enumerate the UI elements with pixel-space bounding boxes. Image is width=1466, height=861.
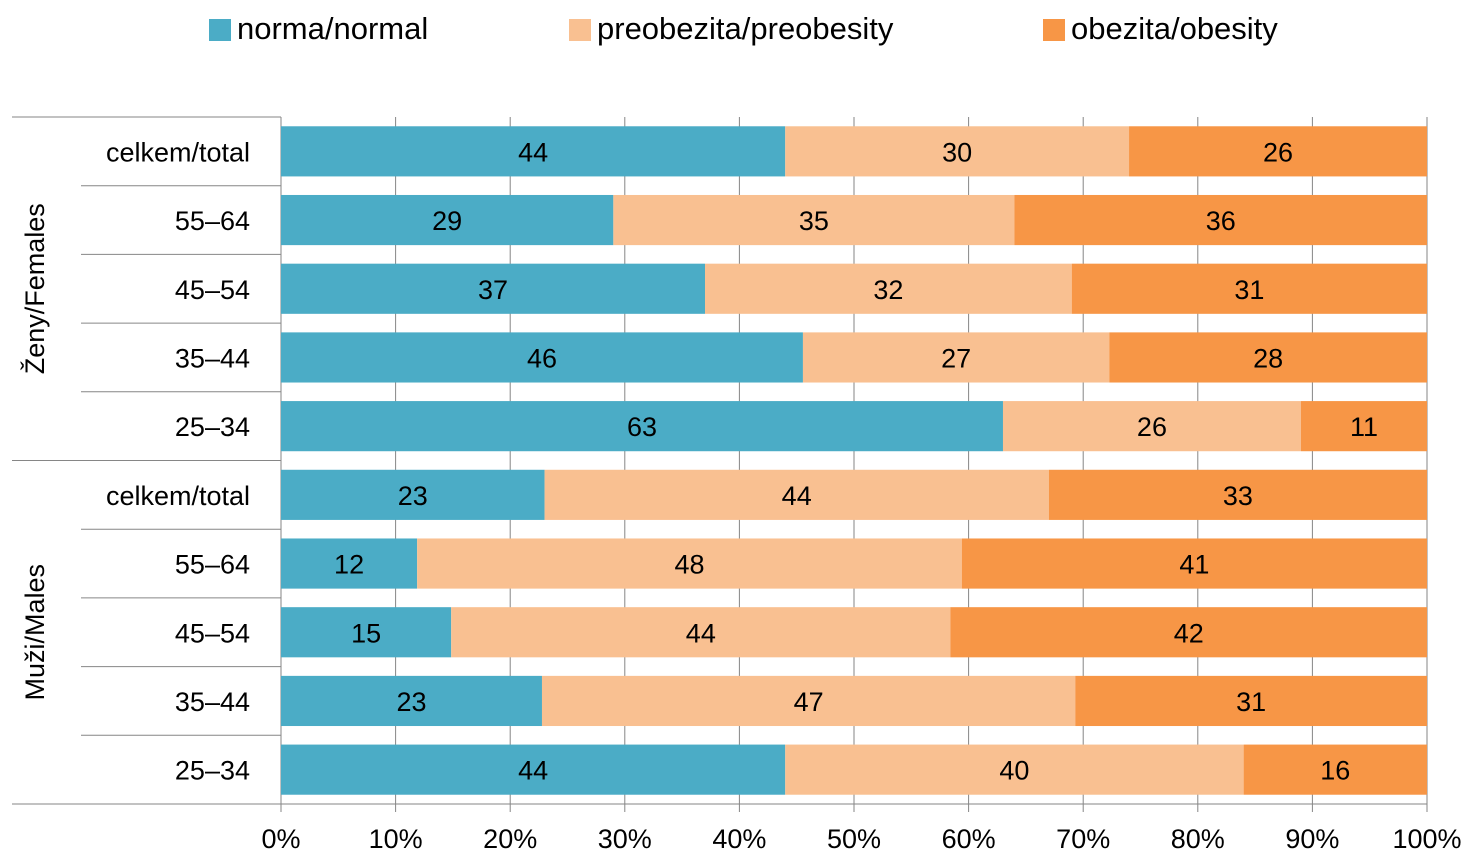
bar-segment xyxy=(281,194,614,246)
bar-segment xyxy=(281,469,545,520)
data-label: 35 xyxy=(799,206,829,236)
bar-segment xyxy=(281,538,418,589)
x-tick-label: 0% xyxy=(261,824,300,854)
data-label: 48 xyxy=(674,550,704,580)
data-label: 26 xyxy=(1263,137,1293,167)
data-label: 44 xyxy=(782,481,812,511)
bar-segment xyxy=(1048,469,1427,520)
data-label: 27 xyxy=(941,343,971,373)
bar-segment xyxy=(1075,675,1427,727)
bar-segment xyxy=(961,538,1427,589)
legend-swatch-obesity xyxy=(1043,19,1065,41)
x-tick-label: 30% xyxy=(598,824,652,854)
category-label: 35–44 xyxy=(175,687,250,717)
bar-segment xyxy=(613,194,1015,246)
bar-segment xyxy=(785,126,1130,177)
data-label: 11 xyxy=(1350,412,1378,442)
data-label: 26 xyxy=(1137,412,1167,442)
x-tick-label: 100% xyxy=(1392,824,1461,854)
bar-segment xyxy=(785,744,1244,795)
bar-segment xyxy=(281,126,786,177)
category-label: 25–34 xyxy=(175,756,250,786)
bar-segment xyxy=(451,607,951,658)
legend-swatch-normal xyxy=(209,19,231,41)
bar-segment xyxy=(281,744,786,795)
bar-segment xyxy=(281,332,803,383)
category-label: celkem/total xyxy=(106,481,250,511)
data-label: 40 xyxy=(999,756,1029,786)
data-label: 30 xyxy=(942,137,972,167)
bar-segment xyxy=(281,263,706,314)
data-label: 31 xyxy=(1236,687,1266,717)
data-label: 23 xyxy=(396,687,426,717)
bar-segment xyxy=(1129,126,1427,177)
category-label: 55–64 xyxy=(175,206,250,236)
data-label: 29 xyxy=(432,206,462,236)
x-tick-label: 70% xyxy=(1056,824,1110,854)
bar-segment xyxy=(1243,744,1427,795)
group-label: Muži/Males xyxy=(20,564,50,701)
data-label: 31 xyxy=(1234,275,1264,305)
legend-label-obesity: obezita/obesity xyxy=(1071,11,1278,46)
x-tick-label: 90% xyxy=(1285,824,1339,854)
bar-segment xyxy=(281,675,542,727)
bar-segment xyxy=(1071,263,1427,314)
x-tick-label: 80% xyxy=(1171,824,1225,854)
data-label: 28 xyxy=(1253,343,1283,373)
category-label: 55–64 xyxy=(175,550,250,580)
x-tick-label: 10% xyxy=(369,824,423,854)
bar-segment xyxy=(417,538,962,589)
bar-segment xyxy=(541,675,1076,727)
data-label: 15 xyxy=(351,618,381,648)
data-label: 41 xyxy=(1179,550,1209,580)
legend-label-preobesity: preobezita/preobesity xyxy=(597,11,894,46)
category-label: 35–44 xyxy=(175,343,250,373)
data-label: 36 xyxy=(1206,206,1236,236)
x-tick-label: 40% xyxy=(712,824,766,854)
legend: norma/normal preobezita/preobesity obezi… xyxy=(0,0,1466,60)
data-label: 42 xyxy=(1174,618,1204,648)
bar-segment xyxy=(1300,401,1427,452)
bar-segment xyxy=(950,607,1427,658)
bar-segment xyxy=(1002,401,1301,452)
data-label: 16 xyxy=(1320,756,1350,786)
bar-segment xyxy=(281,401,1003,452)
x-tick-label: 50% xyxy=(827,824,881,854)
x-tick-label: 20% xyxy=(483,824,537,854)
data-label: 33 xyxy=(1223,481,1253,511)
category-label: celkem/total xyxy=(106,137,250,167)
data-label: 46 xyxy=(527,343,557,373)
data-label: 44 xyxy=(686,618,716,648)
bar-segment xyxy=(705,263,1072,314)
data-label: 44 xyxy=(518,137,548,167)
legend-label-normal: norma/normal xyxy=(237,11,429,46)
data-label: 37 xyxy=(478,275,508,305)
data-label: 12 xyxy=(334,550,364,580)
bar-segment xyxy=(1014,194,1427,246)
group-label: Ženy/Females xyxy=(19,203,50,374)
x-tick-label: 60% xyxy=(942,824,996,854)
data-label: 63 xyxy=(627,412,657,442)
legend-swatch-preobesity xyxy=(569,19,591,41)
bar-segment xyxy=(544,469,1049,520)
data-label: 47 xyxy=(794,687,824,717)
category-label: 45–54 xyxy=(175,275,250,305)
category-label: 45–54 xyxy=(175,618,250,648)
bar-segment xyxy=(1109,332,1427,383)
data-label: 44 xyxy=(518,756,548,786)
category-label: 25–34 xyxy=(175,412,250,442)
data-label: 23 xyxy=(398,481,428,511)
bar-segment xyxy=(281,607,452,658)
data-label: 32 xyxy=(873,275,903,305)
bar-segment xyxy=(802,332,1110,383)
